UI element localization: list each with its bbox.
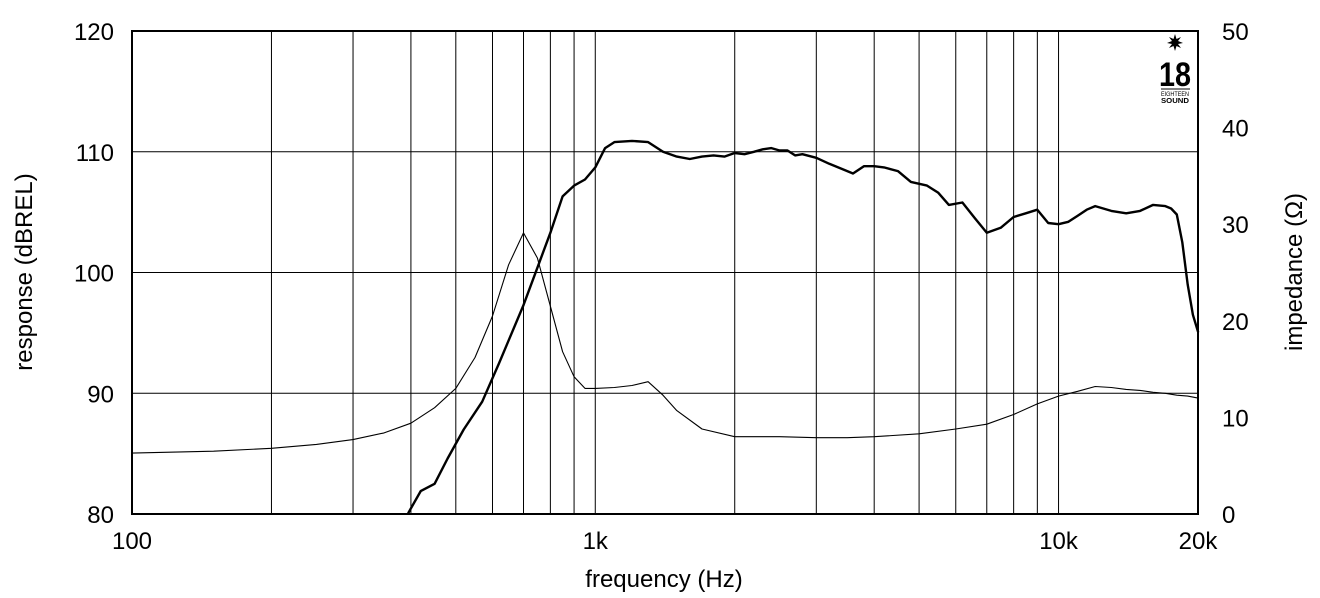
y-left-tick-label: 90	[87, 381, 114, 408]
logo-line1: EIGHTEEN	[1161, 92, 1189, 98]
response-line	[407, 139, 1200, 514]
x-axis-ticks: 100 1k 10k 20k	[112, 528, 1218, 555]
x-axis-title: frequency (Hz)	[585, 566, 742, 593]
series-layer	[131, 139, 1200, 514]
y-right-tick-label: 50	[1222, 19, 1249, 46]
y-right-tick-label: 20	[1222, 309, 1249, 336]
y-axis-left-title: response (dBREL)	[11, 173, 38, 370]
right-axis-ticks: 0 10 20 30 40 50	[1222, 19, 1249, 529]
logo-line2: SOUND	[1161, 96, 1190, 105]
y-right-tick-label: 30	[1222, 212, 1249, 239]
x-tick-label: 100	[112, 528, 152, 555]
y-left-tick-label: 110	[76, 140, 114, 167]
y-right-tick-label: 40	[1222, 116, 1249, 143]
brand-logo: 18 EIGHTEEN SOUND	[1159, 34, 1191, 105]
impedance-line	[131, 232, 1199, 454]
x-tick-label: 10k	[1039, 528, 1079, 555]
y-left-tick-label: 120	[74, 19, 114, 46]
y-right-tick-label: 10	[1222, 405, 1249, 432]
logo-number: 18	[1159, 56, 1191, 94]
plot-frame	[131, 30, 1199, 515]
x-tick-label: 20k	[1179, 528, 1219, 555]
left-axis-ticks: 80 90 100 110 120	[74, 19, 114, 529]
x-tick-label: 1k	[583, 528, 609, 555]
horizontal-gridlines	[132, 30, 1198, 515]
vertical-gridlines	[270, 31, 1060, 514]
star-icon	[1167, 34, 1183, 51]
y-axis-right-title: impedance (Ω)	[1281, 193, 1308, 351]
y-right-tick-label: 0	[1222, 502, 1235, 529]
y-left-tick-label: 80	[87, 502, 114, 529]
y-left-tick-label: 100	[74, 261, 114, 288]
